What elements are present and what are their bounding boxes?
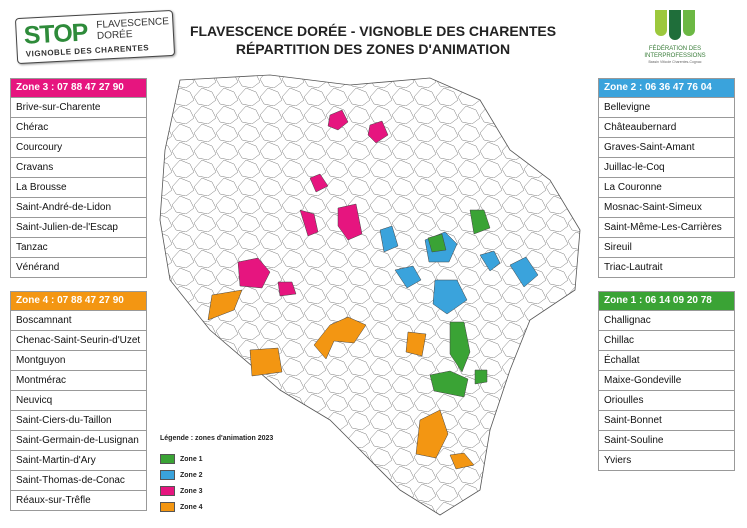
- zone4-commune-row: Saint-Ciers-du-Taillon: [11, 410, 146, 430]
- zone4-commune-row: Saint-Germain-de-Lusignan: [11, 430, 146, 450]
- zone2-commune-row: Juillac-le-Coq: [599, 157, 734, 177]
- legend-item-zone4: Zone 4: [160, 502, 273, 512]
- zone2-commune-row: La Couronne: [599, 177, 734, 197]
- zone3-commune-row: La Brousse: [11, 177, 146, 197]
- wine-glasses-icon: [630, 10, 720, 40]
- zone2-commune-row: Châteaubernard: [599, 117, 734, 137]
- zone4-commune-row: Montmérac: [11, 370, 146, 390]
- zone3-commune-row: Brive-sur-Charente: [11, 97, 146, 117]
- zone2-commune-row: Saint-Même-Les-Carrières: [599, 217, 734, 237]
- legend-label: Zone 4: [180, 503, 203, 511]
- zone4-table: Zone 4 : 07 88 47 27 90 Boscamnant Chenac-…: [10, 291, 147, 511]
- zone1-commune-row: Saint-Bonnet: [599, 410, 734, 430]
- zone3-commune-row: Tanzac: [11, 237, 146, 257]
- zone3-table: Zone 3 : 07 88 47 27 90 Brive-sur-Charent…: [10, 78, 147, 278]
- legend-item-zone1: Zone 1: [160, 454, 273, 464]
- stop-flavescence-logo: STOP FLAVESCENCE DORÉE VIGNOBLE DES CHARE…: [14, 9, 176, 65]
- zone4-commune-row: Boscamnant: [11, 310, 146, 330]
- zone3-commune-row: Saint-Julien-de-l'Escap: [11, 217, 146, 237]
- zone1-commune-row: Saint-Souline: [599, 430, 734, 450]
- legend-label: Zone 2: [180, 471, 203, 479]
- federation-line2: INTERPROFESSIONS: [644, 53, 706, 59]
- legend-item-zone2: Zone 2: [160, 470, 273, 480]
- zone1-commune-row: Yviers: [599, 450, 734, 470]
- federation-line1: FÉDÉRATION DES: [648, 46, 702, 52]
- zone2-commune-row: Sireuil: [599, 237, 734, 257]
- zone4-commune-row: Neuvicq: [11, 390, 146, 410]
- legend-label: Zone 1: [180, 455, 203, 463]
- legend-item-zone3: Zone 3: [160, 486, 273, 496]
- federation-line3: Bassin Viticole Charentes-Cognac: [648, 60, 702, 64]
- zone1-commune-row: Chillac: [599, 330, 734, 350]
- zone4-commune-row: Saint-Martin-d'Ary: [11, 450, 146, 470]
- zone1-table: Zone 1 : 06 14 09 20 78 Challignac Chillac…: [598, 291, 735, 471]
- legend-label: Zone 3: [180, 487, 203, 495]
- zone4-communes: [207, 289, 475, 470]
- zone2-table: Zone 2 : 06 36 47 76 04 Bellevigne Château…: [598, 78, 735, 278]
- zone1-commune-row: Maixe-Gondeville: [599, 370, 734, 390]
- zone2-commune-row: Graves-Saint-Amant: [599, 137, 734, 157]
- zone4-commune-row: Chenac-Saint-Seurin-d'Uzet: [11, 330, 146, 350]
- map-legend: Légende : zones d'animation 2023 Zone 1 …: [160, 435, 273, 512]
- zone3-communes: [237, 109, 389, 297]
- zone4-commune-row: Réaux-sur-Trêfle: [11, 490, 146, 510]
- zone2-commune-row: Bellevigne: [599, 97, 734, 117]
- logo-line2: DORÉE: [96, 29, 133, 42]
- zone3-commune-row: Chérac: [11, 117, 146, 137]
- zone3-commune-row: Vénérand: [11, 257, 146, 277]
- page-title: FLAVESCENCE DORÉE - VIGNOBLE DES CHARENT…: [189, 23, 557, 39]
- zone3-commune-row: Cravans: [11, 157, 146, 177]
- zone2-commune-row: Triac-Lautrait: [599, 257, 734, 277]
- zone1-commune-row: Orioulles: [599, 390, 734, 410]
- zone1-commune-row: Échallat: [599, 350, 734, 370]
- federation-logo: FÉDÉRATION DES INTERPROFESSIONS Bassin V…: [630, 10, 720, 64]
- zone4-commune-row: Montguyon: [11, 350, 146, 370]
- zone1-commune-row: Challignac: [599, 310, 734, 330]
- zone1-communes: [427, 209, 491, 398]
- zone4-commune-row: Saint-Thomas-de-Conac: [11, 470, 146, 490]
- legend-title: Légende : zones d'animation 2023: [160, 435, 274, 442]
- vineyard-outline: [159, 74, 581, 516]
- page-subtitle: RÉPARTITION DES ZONES D'ANIMATION: [235, 41, 511, 57]
- zone3-header: Zone 3 : 07 88 47 27 90: [11, 79, 146, 97]
- zone3-commune-row: Saint-André-de-Lidon: [11, 197, 146, 217]
- zone4-header: Zone 4 : 07 88 47 27 90: [11, 292, 146, 310]
- zone1-header: Zone 1 : 06 14 09 20 78: [599, 292, 734, 310]
- zone3-commune-row: Courcoury: [11, 137, 146, 157]
- zone2-header: Zone 2 : 06 36 47 76 04: [599, 79, 734, 97]
- zone2-commune-row: Mosnac-Saint-Simeux: [599, 197, 734, 217]
- communes-map: [159, 74, 581, 516]
